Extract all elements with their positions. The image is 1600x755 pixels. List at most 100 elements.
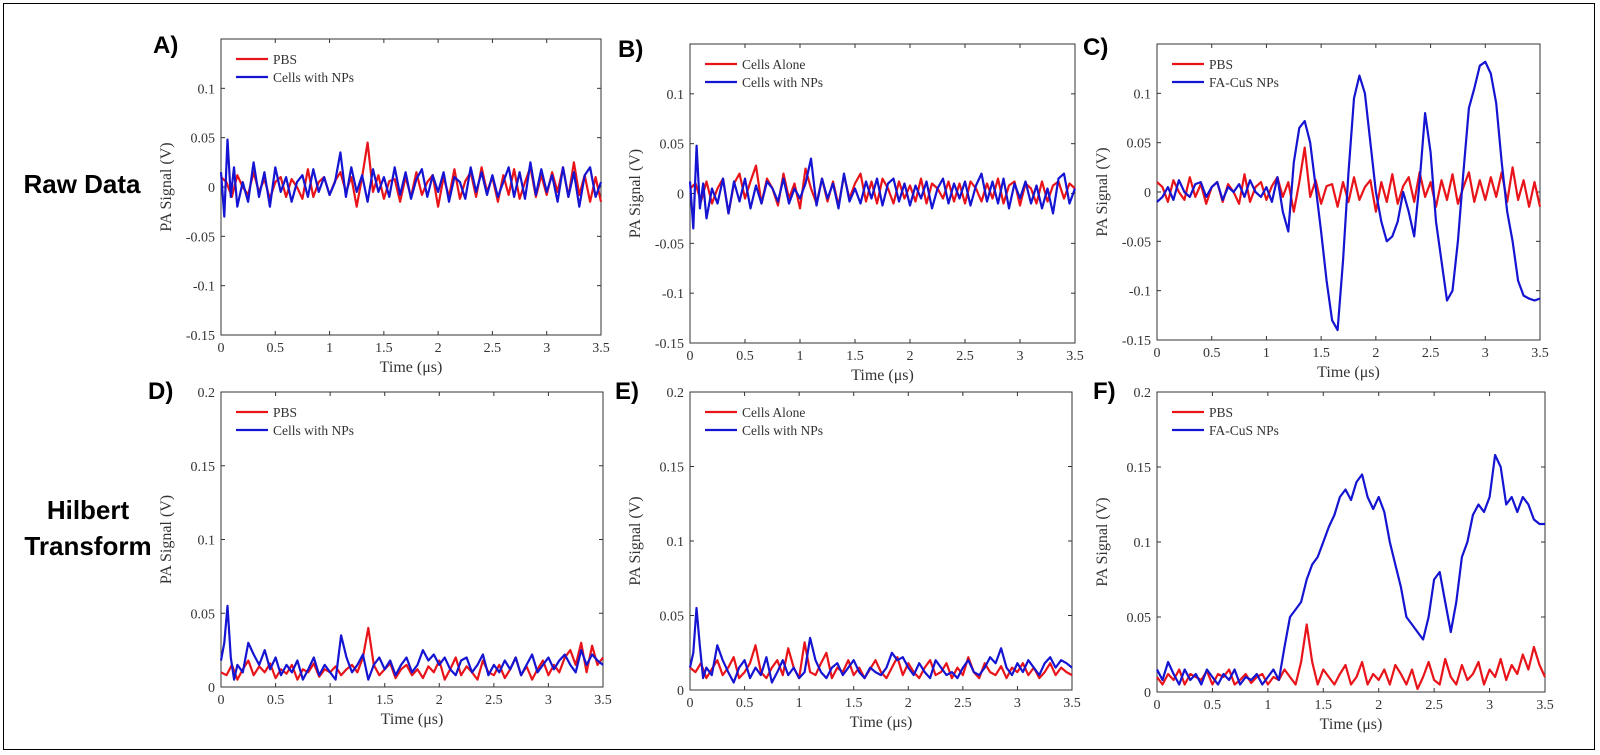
x-tick-label-d: 2.5 xyxy=(485,693,503,708)
y-axis-label-f: PA Signal (V) xyxy=(1094,497,1111,586)
y-tick-label-f: 0.2 xyxy=(1134,386,1152,401)
y-tick-label-a: 0.1 xyxy=(198,82,216,97)
legend-label-a-red: PBS xyxy=(273,52,297,67)
row-label-hilbert-line1: Hilbert xyxy=(46,495,130,525)
panel-label-f: F) xyxy=(1093,378,1116,405)
x-tick-label-e: 3.5 xyxy=(1063,696,1081,711)
x-axis-label-b: Time (μs) xyxy=(851,367,914,384)
x-tick-label-b: 0 xyxy=(687,349,694,364)
y-tick-label-b: 0 xyxy=(677,188,684,203)
y-axis-label-b: PA Signal (V) xyxy=(627,149,644,238)
y-tick-label-d: 0 xyxy=(208,681,215,696)
legend-label-f-blue: FA-CuS NPs xyxy=(1209,423,1279,438)
x-tick-label-a: 0.5 xyxy=(267,341,285,356)
x-tick-label-f: 1.5 xyxy=(1315,698,1333,713)
legend-label-d-blue: Cells with NPs xyxy=(273,423,354,438)
y-tick-label-d: 0.2 xyxy=(198,386,216,401)
series-line-f-blue xyxy=(1156,453,1545,686)
legend-label-c-red: PBS xyxy=(1209,57,1233,72)
x-tick-label-d: 1 xyxy=(327,693,334,708)
x-tick-label-d: 3.5 xyxy=(594,693,612,708)
x-tick-label-a: 1.5 xyxy=(375,341,393,356)
legend-label-a-blue: Cells with NPs xyxy=(273,70,354,85)
y-tick-label-c: 0.05 xyxy=(1127,137,1152,152)
y-tick-label-d: 0.05 xyxy=(191,607,216,622)
y-tick-label-e: 0 xyxy=(677,684,684,699)
figure-frame xyxy=(3,3,1595,750)
chart-a: 0 0.5 1 1.5 2 2.5 3 3.5 -0.15 -0.1 -0.05 0 0.05 0.1 Ti… xyxy=(158,38,610,376)
legend-label-d-red: PBS xyxy=(273,405,297,420)
y-tick-label-e: 0.05 xyxy=(660,610,685,625)
series-line-d-blue xyxy=(219,604,604,681)
x-tick-label-f: 2 xyxy=(1375,698,1382,713)
y-tick-label-b: -0.15 xyxy=(655,337,684,352)
x-tick-label-d: 0 xyxy=(218,693,225,708)
series-line-a-blue xyxy=(219,138,603,218)
y-tick-label-e: 0.1 xyxy=(667,535,685,550)
series-line-b-red xyxy=(689,164,1076,215)
y-tick-label-a: -0.15 xyxy=(186,329,215,344)
chart-c: 0 0.5 1 1.5 2 2.5 3 3.5 -0.15 -0.1 -0.05 0 0.05 0.1 Ti… xyxy=(1094,43,1549,381)
x-tick-label-a: 3 xyxy=(543,341,550,356)
plot-area-e xyxy=(689,391,1073,691)
plot-area-f xyxy=(1156,391,1546,693)
y-tick-label-b: -0.1 xyxy=(662,287,684,302)
x-tick-label-f: 3 xyxy=(1486,698,1493,713)
chart-b: 0 0.5 1 1.5 2 2.5 3 3.5 -0.15 -0.1 -0.05 0 0.05 0.1 Ti… xyxy=(627,43,1084,384)
x-tick-label-a: 2.5 xyxy=(484,341,502,356)
y-tick-label-a: -0.1 xyxy=(193,280,215,295)
x-axis-label-c: Time (μs) xyxy=(1317,364,1380,381)
x-tick-label-d: 3 xyxy=(545,693,552,708)
x-tick-label-a: 2 xyxy=(435,341,442,356)
x-tick-label-c: 0.5 xyxy=(1203,346,1221,361)
x-tick-label-e: 3 xyxy=(1014,696,1021,711)
y-tick-label-a: 0 xyxy=(208,181,215,196)
x-tick-label-a: 1 xyxy=(326,341,333,356)
row-label-hilbert-transform: Hilbert Transform xyxy=(0,492,176,564)
y-tick-label-d: 0.15 xyxy=(191,460,216,475)
series-line-e-blue xyxy=(688,606,1073,684)
chart-e: 0 0.5 1 1.5 2 2.5 3 3.5 0 0.05 0.1 0.15 0.2 Time (μs)… xyxy=(627,386,1081,731)
x-tick-label-c: 3.5 xyxy=(1531,346,1549,361)
series-line-e-red xyxy=(689,641,1073,680)
y-tick-label-c: -0.15 xyxy=(1122,334,1151,349)
x-tick-label-d: 2 xyxy=(436,693,443,708)
x-tick-label-c: 3 xyxy=(1482,346,1489,361)
series-line-b-blue xyxy=(688,144,1077,230)
x-tick-label-f: 0 xyxy=(1154,698,1161,713)
series-line-d-red xyxy=(220,626,604,681)
y-tick-label-b: -0.05 xyxy=(655,237,684,252)
x-tick-label-f: 1 xyxy=(1264,698,1271,713)
y-tick-label-c: -0.05 xyxy=(1122,235,1151,250)
legend-label-b-blue: Cells with NPs xyxy=(742,75,823,90)
y-axis-label-e: PA Signal (V) xyxy=(627,496,644,585)
x-tick-label-b: 3.5 xyxy=(1066,349,1084,364)
x-tick-label-a: 3.5 xyxy=(592,341,610,356)
y-tick-label-c: 0.1 xyxy=(1134,87,1152,102)
series-line-c-blue xyxy=(1156,60,1541,332)
y-axis-label-d: PA Signal (V) xyxy=(158,495,175,584)
x-tick-label-e: 2 xyxy=(905,696,912,711)
x-tick-label-b: 1 xyxy=(797,349,804,364)
x-tick-label-d: 1.5 xyxy=(376,693,394,708)
y-tick-label-b: 0.1 xyxy=(667,88,685,103)
x-tick-label-f: 3.5 xyxy=(1536,698,1554,713)
y-tick-label-a: -0.05 xyxy=(186,230,215,245)
row-label-raw-data: Raw Data xyxy=(23,169,141,199)
x-tick-label-d: 0.5 xyxy=(267,693,285,708)
x-tick-label-b: 1.5 xyxy=(846,349,864,364)
x-tick-label-b: 0.5 xyxy=(736,349,754,364)
row-label-hilbert-line2: Transform xyxy=(24,531,152,561)
legend-label-f-red: PBS xyxy=(1209,405,1233,420)
x-axis-label-f: Time (μs) xyxy=(1320,716,1383,733)
x-tick-label-a: 0 xyxy=(218,341,225,356)
x-tick-label-f: 2.5 xyxy=(1425,698,1443,713)
chart-f: 0 0.5 1 1.5 2 2.5 3 3.5 0 0.05 0.1 0.15 0.2 Time (μs)… xyxy=(1094,386,1554,733)
legend-label-e-blue: Cells with NPs xyxy=(742,423,823,438)
y-tick-label-f: 0.15 xyxy=(1127,461,1152,476)
y-tick-label-c: -0.1 xyxy=(1129,285,1151,300)
x-axis-label-d: Time (μs) xyxy=(381,711,444,728)
panel-label-e: E) xyxy=(615,378,639,405)
x-tick-label-c: 1.5 xyxy=(1312,346,1330,361)
